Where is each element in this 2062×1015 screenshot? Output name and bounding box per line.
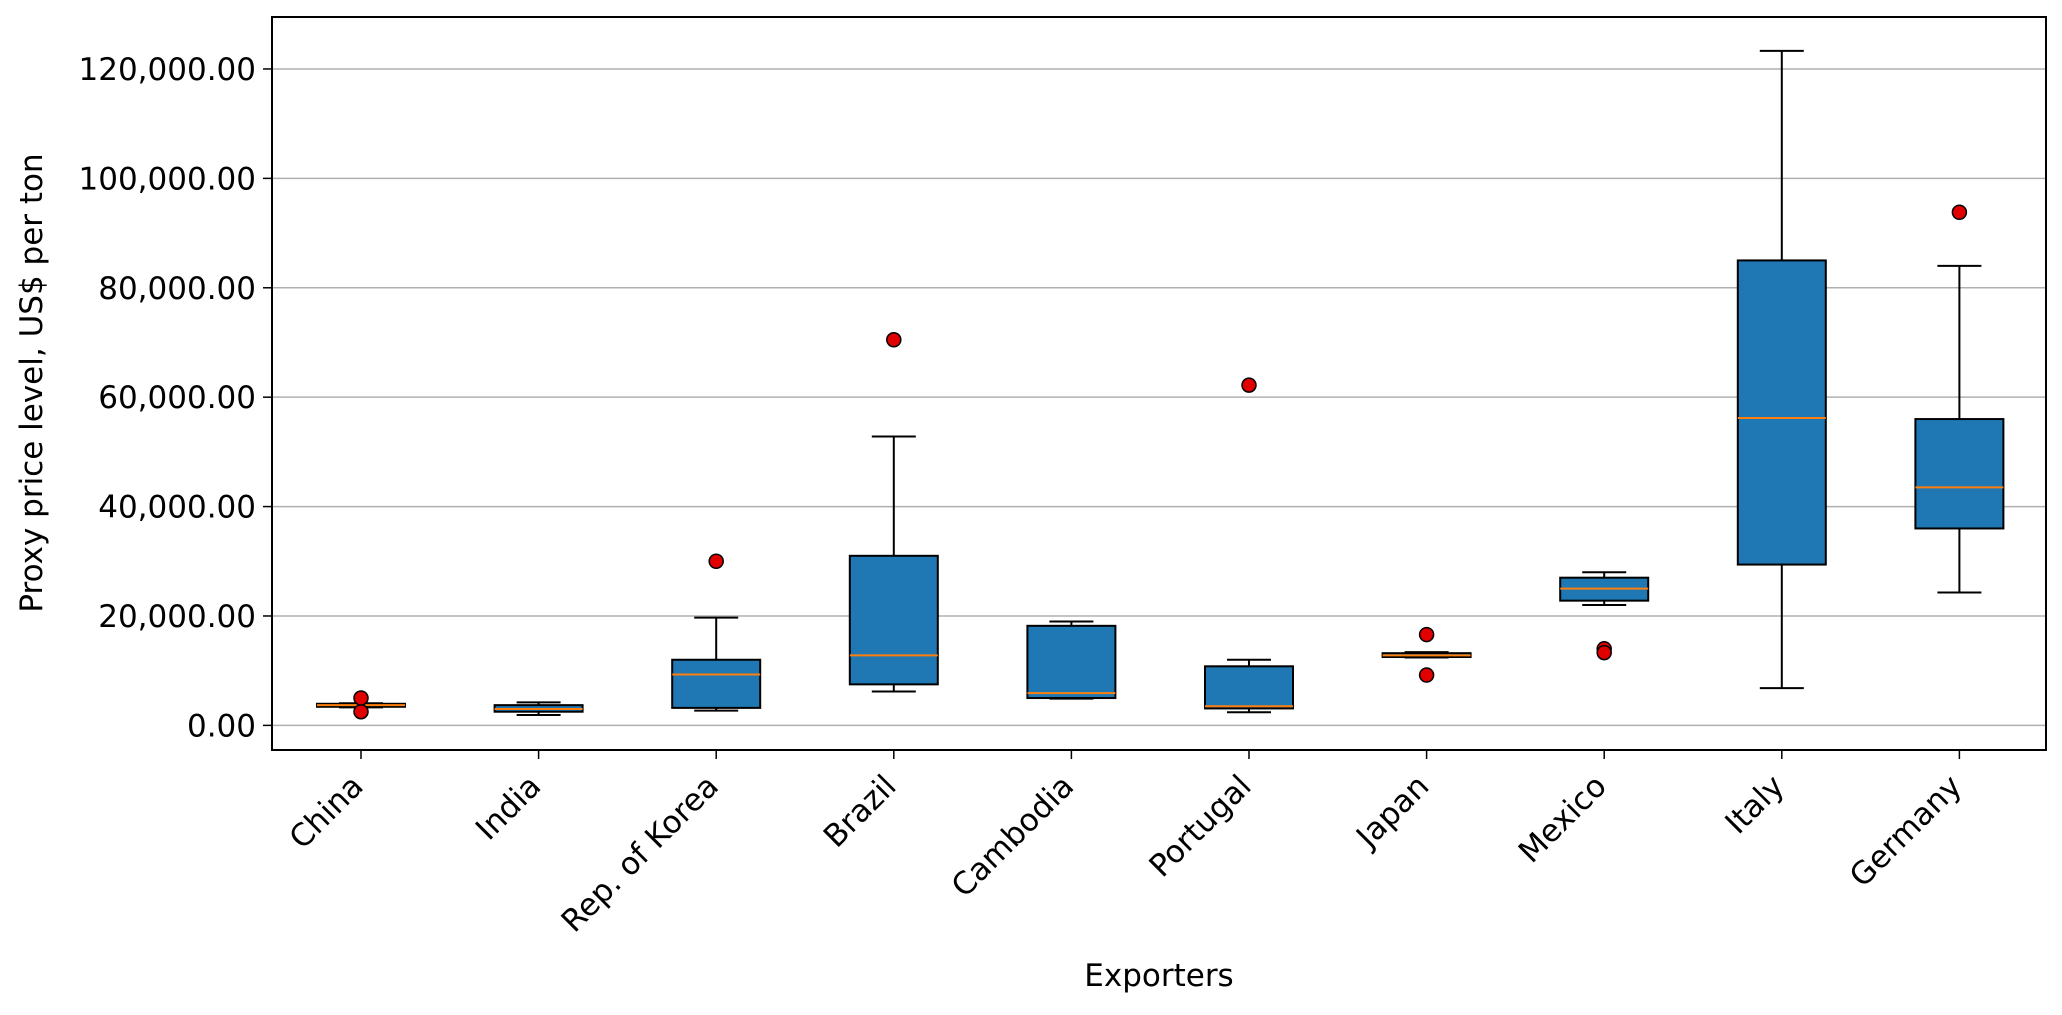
box-group <box>1914 204 2005 594</box>
x-axis-title: Exporters <box>1084 958 1233 994</box>
box <box>1736 259 1827 566</box>
box-group <box>493 701 584 716</box>
x-tick-label: China <box>283 768 371 856</box>
x-tick-label: India <box>469 768 548 847</box>
grid-layer <box>272 68 2046 727</box>
outlier-point <box>1951 204 1968 221</box>
outlier-point <box>1418 626 1435 643</box>
box-group <box>1736 49 1827 690</box>
box <box>671 658 762 709</box>
y-tick-label: 100,000.00 <box>79 161 257 197</box>
x-tick-label: Italy <box>1718 768 1791 841</box>
outlier-point <box>1241 377 1257 393</box>
box <box>1204 665 1294 710</box>
box <box>1914 418 2005 530</box>
outlier-point <box>1418 667 1435 683</box>
outlier-point <box>886 331 902 348</box>
box-group <box>1381 626 1472 683</box>
y-tick-label: 40,000.00 <box>98 490 256 526</box>
outlier-point <box>708 553 724 570</box>
box-group <box>1204 377 1294 714</box>
box-group <box>1026 620 1117 700</box>
box <box>1026 624 1117 700</box>
y-tick-label: 20,000.00 <box>98 599 256 635</box>
y-tick-label: 80,000.00 <box>98 271 256 307</box>
box-group <box>848 331 939 693</box>
box-group <box>671 553 762 712</box>
outlier-point <box>1596 644 1612 661</box>
y-tick-label: 0.00 <box>187 708 256 744</box>
x-tick-label: Portugal <box>1142 768 1258 884</box>
x-tick-label: Brazil <box>817 768 904 855</box>
y-tick-label: 60,000.00 <box>98 380 256 416</box>
x-tick-label: Japan <box>1348 768 1436 856</box>
y-tick-label: 120,000.00 <box>79 52 257 88</box>
x-tick-label: Cambodia <box>945 768 1081 904</box>
outlier-point <box>353 690 369 706</box>
outlier-point <box>353 703 369 720</box>
box <box>848 554 939 686</box>
box-group <box>1559 571 1650 661</box>
plot-frame <box>271 16 2047 751</box>
y-axis: 0.00 20,000.00 40,000.00 60,000.00 80,000.00… <box>79 52 272 744</box>
y-axis-title: Proxy price level, US$ per ton <box>14 153 50 612</box>
box-group <box>316 690 406 720</box>
x-axis: China India Rep. of Korea Brazil Cambodia Por… <box>283 750 1969 939</box>
box-layer <box>316 49 2005 720</box>
x-tick-label: Mexico <box>1512 768 1614 870</box>
x-tick-label: Rep. of Korea <box>555 768 726 939</box>
x-tick-label: Germany <box>1843 768 1969 894</box>
